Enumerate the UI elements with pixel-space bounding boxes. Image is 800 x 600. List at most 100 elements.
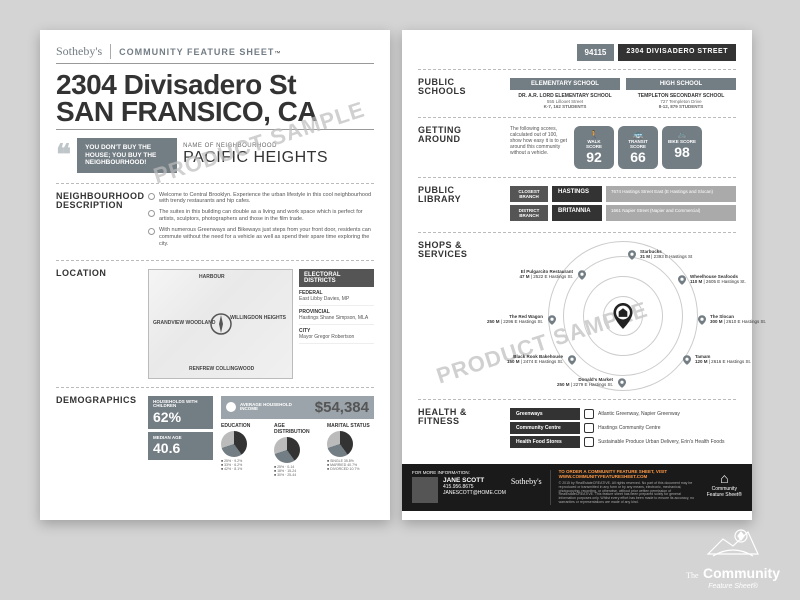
health-icon bbox=[584, 437, 594, 447]
income-box: AVERAGE HOUSEHOLD INCOME $54,384 bbox=[221, 396, 374, 419]
shop-pin bbox=[548, 316, 556, 324]
section-label: GETTING AROUND bbox=[418, 126, 500, 169]
bullet-text: The suites in this building can double a… bbox=[159, 209, 374, 223]
map-label: GRANDVIEW WOODLAND bbox=[153, 320, 216, 326]
corner-logo-sub: Feature Sheet® bbox=[686, 583, 780, 590]
cfs-logo-icon: ⌂ bbox=[707, 470, 742, 486]
bullet-icon bbox=[148, 210, 155, 217]
map-label: WILLINGDON HEIGHTS bbox=[230, 315, 286, 321]
section-demographics: DEMOGRAPHICS HOUSEHOLDS WITH CHILDREN62%… bbox=[56, 387, 374, 486]
income-value: $54,384 bbox=[315, 399, 369, 416]
corner-logo-main: Community bbox=[703, 565, 780, 581]
disclaimer-text: © 2015 by RealEstateCREATIVE. All rights… bbox=[559, 482, 699, 505]
pie-chart: EDUCATION■ 25% · 9.2%■ 33% · 6.2%■ 42% ·… bbox=[221, 423, 268, 478]
agent-card: FOR MORE INFORMATION: JANE SCOTT 415.956… bbox=[412, 470, 551, 505]
income-icon bbox=[226, 402, 236, 412]
corner-logo-icon bbox=[686, 524, 780, 565]
score-icon: 🚌 bbox=[624, 130, 652, 139]
shop-label: The Red Wagon250 M | 2296 E Hastings St. bbox=[483, 314, 543, 324]
order-line: TO ORDER A COMMUNITY FEATURE SHEET, VISI… bbox=[559, 470, 699, 480]
section-label: NEIGHBOURHOOD DESCRIPTION bbox=[56, 192, 138, 252]
page-2: PRODUCT SAMPLE 94115 2304 DIVISADERO STR… bbox=[402, 30, 752, 520]
doc-title: COMMUNITY FEATURE SHEET bbox=[119, 47, 274, 57]
footer-brand: Sotheby's bbox=[511, 477, 542, 503]
library-row: CLOSEST BRANCHHASTINGS7674 Hastings Stre… bbox=[510, 186, 736, 202]
district-item: PROVINCIALHastings Shane Simpson, MLA bbox=[299, 306, 374, 325]
disclaimer: TO ORDER A COMMUNITY FEATURE SHEET, VISI… bbox=[559, 470, 699, 505]
health-icon bbox=[584, 423, 594, 433]
shop-label: Black Rook Bakehouse150 M | 2474 E Hasti… bbox=[503, 354, 563, 364]
agent-name: JANE SCOTT bbox=[443, 477, 506, 484]
section-label: DEMOGRAPHICS bbox=[56, 396, 138, 478]
pin-icon bbox=[683, 354, 691, 366]
school-column: ELEMENTARY SCHOOLDR. A.R. LORD ELEMENTAR… bbox=[510, 78, 620, 109]
pin-icon bbox=[698, 314, 706, 326]
section-label: HEALTH & FITNESS bbox=[418, 408, 500, 450]
pie-chart: MARITAL STATUS■ SINGLE 35.8%■ MARRIED 40… bbox=[327, 423, 374, 478]
quote-icon: ❝ bbox=[56, 147, 71, 164]
pie-icon bbox=[327, 431, 353, 457]
score-description: The following scores, calculated out of … bbox=[510, 126, 570, 169]
library-row: DISTRICT BRANCHBRITANNIA1661 Napier Stre… bbox=[510, 205, 736, 221]
page2-header: 94115 2304 DIVISADERO STREET bbox=[418, 44, 736, 61]
address-line1: 2304 Divisadero St bbox=[56, 72, 374, 99]
score-icon: 🚶 bbox=[580, 130, 608, 139]
bullet-icon bbox=[148, 193, 155, 200]
shop-label: El Pulgarcito Restaurant47 M | 2522 E Ha… bbox=[513, 269, 573, 279]
shop-pin bbox=[698, 316, 706, 324]
agent-photo bbox=[412, 477, 438, 503]
compass-icon bbox=[209, 312, 233, 336]
bullet-text: Welcome to Central Brooklyn. Experience … bbox=[159, 192, 374, 206]
section-description: NEIGHBOURHOOD DESCRIPTION Welcome to Cen… bbox=[56, 183, 374, 260]
pin-icon bbox=[678, 274, 686, 286]
shop-pin bbox=[683, 356, 691, 364]
health-row: Community CentreHastings Community Centr… bbox=[510, 422, 736, 434]
header: Sotheby's COMMUNITY FEATURE SHEET ™ bbox=[56, 44, 374, 64]
shop-pin bbox=[618, 379, 626, 387]
home-pin-icon bbox=[612, 303, 634, 329]
desc-bullet: The suites in this building can double a… bbox=[148, 209, 374, 223]
pin-icon bbox=[628, 249, 636, 261]
districts-header: ELECTORAL DISTRICTS bbox=[299, 269, 374, 287]
pin-icon bbox=[548, 314, 556, 326]
demographic-stat: HOUSEHOLDS WITH CHILDREN62% bbox=[148, 396, 213, 429]
agent-email: JANESCOTT@HOME.COM bbox=[443, 490, 506, 496]
bullet-text: With numerous Greenways and Bikeways jus… bbox=[159, 227, 374, 248]
desc-bullet: Welcome to Central Brooklyn. Experience … bbox=[148, 192, 374, 206]
cfs-logo: ⌂ Community Feature Sheet® bbox=[707, 470, 742, 505]
section-schools: PUBLIC SCHOOLS ELEMENTARY SCHOOLDR. A.R.… bbox=[418, 69, 736, 117]
income-label: AVERAGE HOUSEHOLD INCOME bbox=[240, 403, 311, 412]
section-label: LOCATION bbox=[56, 269, 138, 379]
demographic-stat: MEDIAN AGE40.6 bbox=[148, 432, 213, 461]
score-box: 🚲BIKE SCORE98 bbox=[662, 126, 702, 169]
shops-radar: Starbucks31 M | 2393 E Hastings StEl Pul… bbox=[518, 241, 728, 391]
bullet-icon bbox=[148, 228, 155, 235]
pie-icon bbox=[221, 431, 247, 457]
shop-pin bbox=[578, 271, 586, 279]
more-info-label: FOR MORE INFORMATION: bbox=[412, 470, 542, 475]
page-1: PRODUCT SAMPLE Sotheby's COMMUNITY FEATU… bbox=[40, 30, 390, 520]
pin-icon bbox=[578, 269, 586, 281]
location-map: HARBOUR GRANDVIEW WOODLAND WILLINGDON HE… bbox=[148, 269, 293, 379]
corner-brand-logo: The Community Feature Sheet® bbox=[686, 524, 780, 590]
shop-label: Donald's Market250 M | 2279 E Hastings S… bbox=[553, 377, 613, 387]
zip-badge: 94115 bbox=[577, 44, 615, 61]
brand: Sotheby's bbox=[56, 44, 111, 59]
pie-chart: AGE DISTRIBUTION■ 25% · 0-14■ 18% · 15-2… bbox=[274, 423, 321, 478]
shop-label: The Slocan300 M | 2610 E Hastings St. bbox=[710, 314, 770, 324]
shop-label: Wheelhouse Seafoods110 M | 2605 E Hastin… bbox=[690, 274, 750, 284]
section-location: LOCATION HARBOUR GRANDVIEW WOODLAND WILL… bbox=[56, 260, 374, 387]
section-health: HEALTH & FITNESS GreenwaysAtlantic Green… bbox=[418, 399, 736, 458]
district-item: CITYMayor Gregor Robertson bbox=[299, 325, 374, 344]
shop-label: Starbucks31 M | 2393 E Hastings St bbox=[640, 249, 700, 259]
school-column: HIGH SCHOOLTEMPLETON SECONDARY SCHOOL727… bbox=[626, 78, 736, 109]
health-row: GreenwaysAtlantic Greenway, Napier Green… bbox=[510, 408, 736, 420]
shop-label: Tamam120 M | 2616 E Hastings St. bbox=[695, 354, 755, 364]
pie-icon bbox=[274, 437, 300, 463]
pin-icon bbox=[618, 377, 626, 389]
corner-logo-the: The bbox=[686, 571, 698, 580]
shop-pin bbox=[678, 276, 686, 284]
score-box: 🚌TRANSIT SCORE66 bbox=[618, 126, 658, 169]
shop-pin bbox=[568, 356, 576, 364]
address-bar: 2304 DIVISADERO STREET bbox=[618, 44, 736, 61]
